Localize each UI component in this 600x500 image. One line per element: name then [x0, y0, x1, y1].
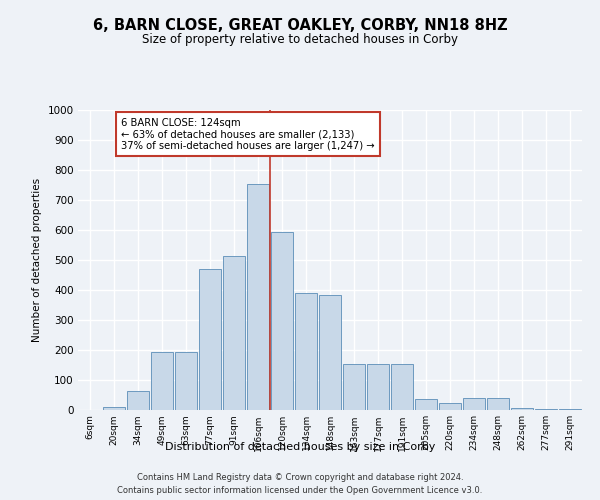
Y-axis label: Number of detached properties: Number of detached properties [32, 178, 42, 342]
Text: 6, BARN CLOSE, GREAT OAKLEY, CORBY, NN18 8HZ: 6, BARN CLOSE, GREAT OAKLEY, CORBY, NN18… [92, 18, 508, 32]
Bar [271, 232, 293, 410]
Bar [415, 399, 437, 410]
Bar [175, 352, 197, 410]
Bar [223, 256, 245, 410]
Text: Contains public sector information licensed under the Open Government Licence v3: Contains public sector information licen… [118, 486, 482, 495]
Bar [463, 398, 485, 410]
Bar [199, 269, 221, 410]
Bar [511, 408, 533, 410]
Text: 6 BARN CLOSE: 124sqm
← 63% of detached houses are smaller (2,133)
37% of semi-de: 6 BARN CLOSE: 124sqm ← 63% of detached h… [121, 118, 375, 150]
Bar [247, 184, 269, 410]
Bar [295, 293, 317, 410]
Bar [103, 407, 125, 410]
Bar [391, 364, 413, 410]
Bar [343, 364, 365, 410]
Text: Distribution of detached houses by size in Corby: Distribution of detached houses by size … [165, 442, 435, 452]
Text: Contains HM Land Registry data © Crown copyright and database right 2024.: Contains HM Land Registry data © Crown c… [137, 472, 463, 482]
Bar [487, 398, 509, 410]
Bar [367, 364, 389, 410]
Text: Size of property relative to detached houses in Corby: Size of property relative to detached ho… [142, 32, 458, 46]
Bar [439, 404, 461, 410]
Bar [127, 391, 149, 410]
Bar [151, 352, 173, 410]
Bar [319, 294, 341, 410]
